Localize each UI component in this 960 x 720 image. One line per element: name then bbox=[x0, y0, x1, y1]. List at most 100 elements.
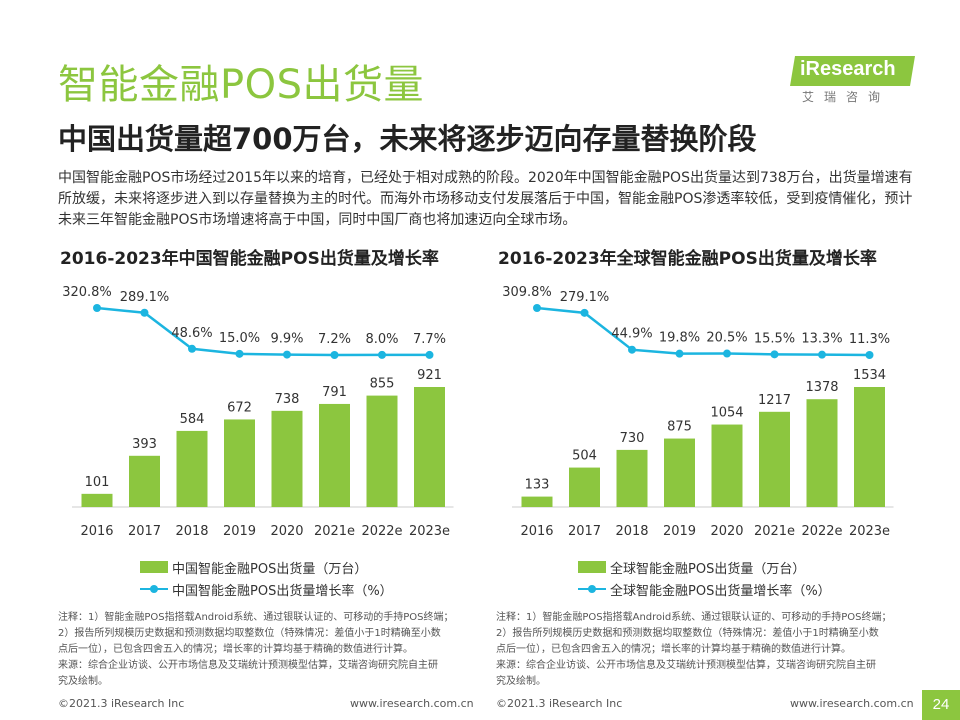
growth-rate-label: 279.1% bbox=[560, 290, 610, 305]
logo-text: iResearch bbox=[800, 58, 896, 80]
x-tick-label: 2023e bbox=[849, 524, 890, 539]
note-line: 2）报告所列规模历史数据和预测数据均取整数位（特殊情况：差值小于1时精确至小数 bbox=[58, 628, 441, 639]
page-title: 智能金融POS出货量 bbox=[58, 62, 424, 108]
bar-2017 bbox=[569, 467, 600, 507]
x-tick-label: 2022e bbox=[801, 524, 842, 539]
growth-point-2020 bbox=[283, 350, 291, 359]
bar-swatch-icon bbox=[578, 561, 606, 573]
bar-2021e bbox=[319, 403, 350, 507]
x-tick-label: 2017 bbox=[568, 524, 601, 539]
growth-rate-label: 309.8% bbox=[502, 285, 552, 300]
x-tick-label: 2022e bbox=[361, 524, 402, 539]
bar-value-label: 393 bbox=[132, 437, 157, 452]
bar-2016 bbox=[521, 496, 553, 507]
bar-2017 bbox=[129, 455, 160, 507]
x-tick-label: 2018 bbox=[175, 524, 208, 539]
growth-point-2016 bbox=[93, 304, 101, 312]
page-number: 24 bbox=[922, 690, 960, 720]
china-chart-title: 2016-2023年中国智能金融POS出货量及增长率 bbox=[60, 249, 439, 269]
growth-point-2022e bbox=[818, 350, 826, 359]
growth-rate-label: 8.0% bbox=[365, 332, 398, 347]
growth-rate-line bbox=[96, 306, 430, 357]
line-swatch-icon bbox=[578, 583, 606, 595]
note-line: 注释：1）智能金融POS指搭载Android系统、通过银联认证的、可移动的手持P… bbox=[58, 612, 454, 623]
growth-rate-label: 13.3% bbox=[801, 332, 842, 347]
global-chart-legend: 全球智能金融POS出货量（万台） 全球智能金融POS出货量增长率（%） bbox=[578, 556, 831, 600]
bar-2020 bbox=[271, 410, 303, 507]
legend-item-line: 中国智能金融POS出货量增长率（%） bbox=[140, 578, 393, 600]
growth-rate-label: 9.9% bbox=[270, 332, 303, 347]
global-chart-notes: 注释：1）智能金融POS指搭载Android系统、通过银联认证的、可移动的手持P… bbox=[496, 610, 916, 690]
x-tick-label: 2017 bbox=[128, 524, 161, 539]
china-chart-legend: 中国智能金融POS出货量（万台） 中国智能金融POS出货量增长率（%） bbox=[140, 556, 393, 600]
x-tick-label: 2021e bbox=[754, 524, 795, 539]
iresearch-logo: iResearch 艾瑞咨询 bbox=[790, 56, 915, 110]
bar-2023e bbox=[854, 387, 885, 507]
footer-url-left[interactable]: www.iresearch.com.cn bbox=[350, 697, 474, 710]
legend-item-bar: 中国智能金融POS出货量（万台） bbox=[140, 556, 393, 578]
growth-point-2021e bbox=[770, 350, 779, 359]
growth-rate-label: 20.5% bbox=[706, 331, 747, 346]
bar-value-label: 791 bbox=[322, 385, 347, 400]
note-line: 点后一位），已包含四舍五入的情况；增长率的计算均基于精确的数值进行计算。 bbox=[496, 644, 851, 655]
bar-2018 bbox=[176, 430, 208, 507]
bar-value-label: 875 bbox=[667, 420, 692, 435]
bar-value-label: 855 bbox=[370, 377, 395, 392]
x-tick-label: 2019 bbox=[223, 524, 256, 539]
x-tick-label: 2020 bbox=[710, 524, 743, 539]
x-tick-label: 2016 bbox=[80, 524, 113, 539]
footer-copyright-right: ©2021.3 iResearch Inc bbox=[496, 697, 623, 710]
x-tick-label: 2016 bbox=[520, 524, 553, 539]
global-chart-title: 2016-2023年全球智能金融POS出货量及增长率 bbox=[498, 249, 877, 269]
growth-rate-label: 7.2% bbox=[318, 332, 351, 347]
page-subtitle: 中国出货量超700万台，未来将逐步迈向存量替换阶段 bbox=[58, 122, 757, 156]
bar-2019 bbox=[664, 438, 695, 507]
growth-rate-label: 15.5% bbox=[754, 331, 795, 346]
growth-rate-label: 320.8% bbox=[62, 285, 112, 300]
bar-value-label: 738 bbox=[275, 392, 300, 407]
growth-point-2018 bbox=[188, 344, 196, 353]
legend-item-line: 全球智能金融POS出货量增长率（%） bbox=[578, 578, 831, 600]
growth-rate-label: 44.9% bbox=[611, 327, 652, 342]
growth-point-2019 bbox=[675, 349, 684, 358]
bar-2016 bbox=[81, 493, 113, 507]
china-pos-chart: 101 2016 393 2017 584 2018 672 2019 738 2020 791 20… bbox=[62, 285, 454, 539]
bar-value-label: 133 bbox=[525, 478, 550, 493]
bar-value-label: 504 bbox=[572, 449, 597, 464]
growth-point-2016 bbox=[533, 304, 541, 312]
note-line: 注释：1）智能金融POS指搭载Android系统、通过银联认证的、可移动的手持P… bbox=[496, 612, 892, 623]
growth-rate-label: 19.8% bbox=[659, 331, 700, 346]
x-tick-label: 2020 bbox=[270, 524, 303, 539]
bar-value-label: 1534 bbox=[853, 368, 886, 383]
note-line: 究及绘制。 bbox=[58, 676, 108, 687]
note-line: 2）报告所列规模历史数据和预测数据均取整数位（特殊情况：差值小于1时精确至小数 bbox=[496, 628, 879, 639]
note-line: 点后一位），已包含四舍五入的情况；增长率的计算均基于精确的数值进行计算。 bbox=[58, 644, 413, 655]
bar-2023e bbox=[414, 387, 445, 507]
note-line: 究及绘制。 bbox=[496, 676, 546, 687]
note-line: 来源：综合企业访谈、公开市场信息及艾瑞统计预测模型估算，艾瑞咨询研究院自主研 bbox=[58, 660, 438, 671]
legend-bar-label: 全球智能金融POS出货量（万台） bbox=[610, 561, 806, 577]
bar-2022e bbox=[366, 395, 398, 507]
logo-subtitle: 艾瑞咨询 bbox=[802, 90, 891, 104]
x-tick-label: 2019 bbox=[663, 524, 696, 539]
legend-bar-label: 中国智能金融POS出货量（万台） bbox=[172, 561, 368, 577]
growth-rate-label: 11.3% bbox=[849, 332, 890, 347]
growth-point-2017 bbox=[580, 308, 589, 317]
bar-2019 bbox=[224, 419, 255, 507]
legend-item-bar: 全球智能金融POS出货量（万台） bbox=[578, 556, 831, 578]
line-swatch-icon bbox=[140, 583, 168, 595]
footer-copyright-left: ©2021.3 iResearch Inc bbox=[58, 697, 185, 710]
growth-point-2022e bbox=[378, 350, 386, 359]
legend-line-label: 全球智能金融POS出货量增长率（%） bbox=[610, 583, 831, 599]
bar-value-label: 584 bbox=[180, 412, 205, 427]
growth-rate-label: 7.7% bbox=[413, 332, 446, 347]
growth-rate-label: 15.0% bbox=[219, 331, 260, 346]
legend-line-label: 中国智能金融POS出货量增长率（%） bbox=[172, 583, 393, 599]
bar-2018 bbox=[616, 449, 648, 507]
china-chart-notes: 注释：1）智能金融POS指搭载Android系统、通过银联认证的、可移动的手持P… bbox=[58, 610, 478, 690]
global-pos-chart: 133 2016 504 2017 730 2018 875 2019 1054 2020 1217… bbox=[502, 285, 894, 539]
bar-value-label: 672 bbox=[227, 400, 252, 415]
x-tick-label: 2018 bbox=[615, 524, 648, 539]
footer-url-right[interactable]: www.iresearch.com.cn bbox=[790, 697, 914, 710]
bar-value-label: 730 bbox=[620, 431, 645, 446]
